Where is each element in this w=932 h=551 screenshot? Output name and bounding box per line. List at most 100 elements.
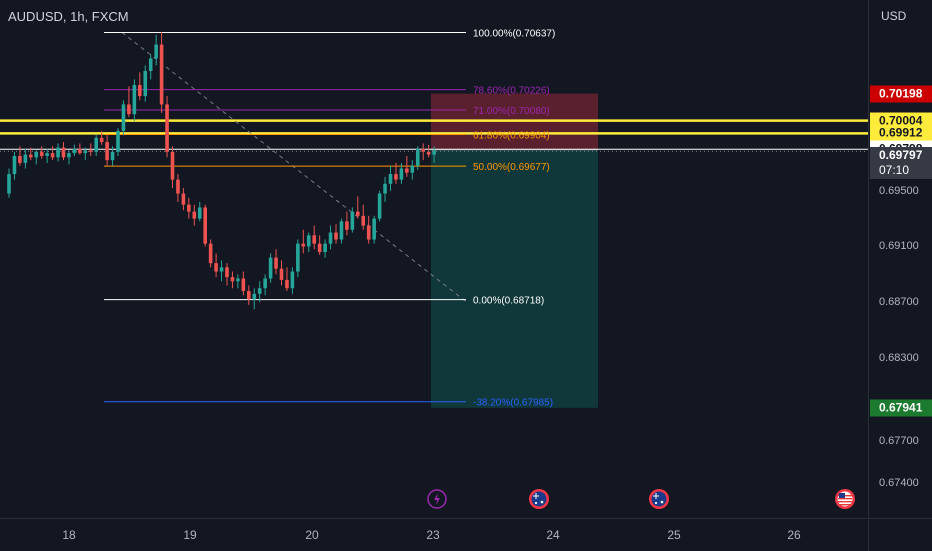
candle-body — [339, 221, 344, 240]
candle — [165, 96, 169, 158]
candle-body — [78, 148, 82, 154]
candle — [350, 207, 355, 233]
candle-body — [312, 235, 316, 244]
candle — [148, 54, 153, 80]
candle-body — [257, 288, 262, 294]
candle-body — [356, 211, 360, 216]
candle — [219, 260, 224, 282]
currency-label[interactable]: USD — [881, 9, 907, 23]
candle-body — [361, 215, 366, 226]
candle — [214, 253, 218, 278]
flag-stripe — [838, 501, 852, 503]
candle — [105, 135, 109, 166]
fib-level-label: 0.00%(0.68718) — [473, 296, 544, 307]
candle — [72, 144, 77, 156]
candle-body — [268, 257, 273, 279]
candle-body — [296, 243, 300, 272]
candle-body — [236, 278, 240, 282]
australia-flag-icon[interactable] — [529, 489, 549, 509]
candle-body — [72, 148, 77, 154]
time-tick-label: 23 — [426, 528, 440, 542]
candle — [356, 196, 360, 219]
candle-body — [345, 221, 349, 230]
flag-icon-face — [531, 491, 547, 507]
time-tick-label: 25 — [667, 528, 681, 542]
candle — [405, 155, 409, 177]
candle-body — [159, 44, 164, 105]
symbol-title[interactable]: AUDUSD, 1h, FXCM — [8, 9, 129, 24]
candle — [317, 235, 322, 255]
candle — [323, 239, 327, 258]
candle — [50, 146, 55, 161]
candle — [257, 281, 262, 303]
candle-body — [421, 148, 425, 152]
candle-body — [94, 137, 98, 152]
candle-body — [426, 151, 431, 155]
flag-star — [660, 500, 664, 504]
price-badge: 0.70198 — [870, 85, 932, 103]
candle — [121, 100, 126, 136]
candle-body — [187, 204, 191, 212]
candle — [12, 151, 17, 180]
chart-area[interactable]: 100.00%(0.70637) 78.60%(0.70226) 71.00%(0.… — [0, 0, 868, 518]
candle-body — [208, 243, 213, 264]
candle-body — [29, 154, 33, 158]
australia-flag-icon[interactable] — [649, 489, 669, 509]
axis-corner[interactable] — [868, 518, 932, 551]
candle-body — [285, 279, 289, 289]
candle-body — [377, 193, 382, 219]
time-axis[interactable]: 18 19 20 23 24 25 26 — [0, 518, 868, 551]
candle — [29, 147, 33, 161]
candle — [230, 271, 235, 289]
candle — [394, 162, 398, 184]
time-tick-label: 24 — [546, 528, 560, 542]
candle — [296, 239, 300, 278]
price-tick-label: 0.69500 — [879, 184, 919, 197]
flag-star — [534, 501, 538, 505]
candle-body — [132, 84, 137, 115]
fib-level-label: 71.00%(0.70080) — [473, 106, 550, 117]
candle-body — [214, 263, 218, 272]
candle-body — [45, 153, 49, 156]
candle — [388, 165, 393, 191]
candle — [181, 187, 186, 211]
candle-body — [301, 243, 306, 247]
candle-body — [138, 84, 142, 97]
lightning-icon-bolt — [434, 493, 440, 505]
chart-canvas[interactable]: 100.00%(0.70637) 78.60%(0.70226) 71.00%(0.… — [0, 0, 868, 518]
candle — [383, 176, 387, 202]
candle — [88, 143, 93, 156]
candle — [236, 274, 240, 289]
price-tick-label: 0.68700 — [879, 296, 919, 309]
candle-body — [252, 293, 257, 300]
lightning-icon[interactable] — [427, 489, 447, 509]
candle-body — [88, 150, 93, 152]
candle-body — [116, 130, 120, 152]
candle — [110, 146, 115, 166]
candle — [225, 263, 229, 286]
fib-level-label: 78.60%(0.70226) — [473, 86, 550, 97]
candle — [45, 148, 49, 163]
candle — [328, 225, 333, 250]
candle — [159, 32, 164, 113]
candle-body — [12, 155, 17, 175]
usa-flag-icon[interactable] — [835, 489, 855, 509]
price-tick-label: 0.67400 — [879, 477, 919, 490]
candle-body — [399, 168, 404, 180]
candle — [306, 232, 311, 253]
candle — [83, 147, 88, 161]
time-tick-label: 19 — [183, 528, 197, 542]
candle — [99, 130, 104, 145]
candle-body — [165, 104, 169, 152]
candle — [334, 224, 338, 244]
candle — [410, 160, 415, 180]
candle-body — [34, 151, 39, 158]
candle — [274, 249, 278, 275]
candle-body — [148, 58, 153, 72]
candle-body — [18, 155, 22, 163]
price-tick-label: 0.69100 — [879, 240, 919, 253]
flag-star — [540, 500, 544, 504]
price-axis[interactable]: USD 0.69500 0.69100 0.68700 0.68300 0.67700 0… — [868, 0, 932, 518]
candle-body — [181, 193, 186, 205]
candle — [143, 65, 148, 102]
